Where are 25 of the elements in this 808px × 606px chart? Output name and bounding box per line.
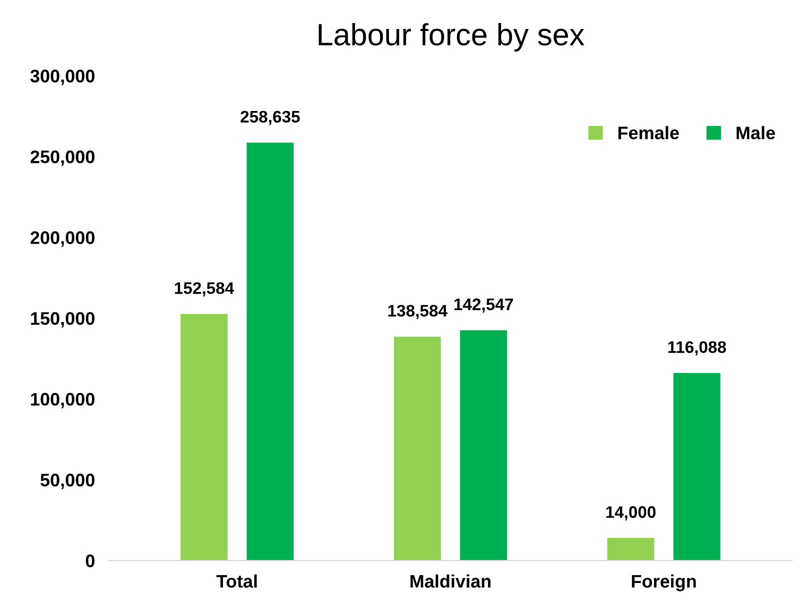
data-label: 14,000 [606, 506, 656, 520]
y-tick-label: 100,000 [31, 392, 94, 408]
y-tick-label: 150,000 [31, 312, 94, 328]
bar [180, 314, 228, 561]
x-tick-label: Foreign [632, 574, 696, 592]
data-label: 138,584 [388, 304, 448, 320]
bar [673, 372, 720, 561]
y-tick-label: 200,000 [30, 231, 94, 247]
legend-label: Male [736, 126, 775, 140]
y-tick-label: 300,000 [30, 70, 94, 86]
bar [246, 142, 294, 561]
x-tick-label: Maldivian [410, 574, 490, 588]
y-tick-label: 50,000 [40, 474, 94, 490]
x-tick-label: Total [216, 574, 257, 588]
data-label: 258,635 [240, 110, 300, 126]
y-tick-label: 250,000 [30, 150, 94, 166]
bar [394, 336, 441, 561]
y-tick-label: 0 [86, 554, 94, 568]
chart-title: Labour force by sex [318, 23, 584, 52]
legend-label: Female [618, 126, 679, 140]
data-label: 142,547 [454, 298, 513, 313]
data-label: 152,584 [174, 282, 234, 296]
bar [460, 330, 507, 561]
bar [607, 538, 654, 561]
data-label: 116,088 [668, 341, 726, 356]
